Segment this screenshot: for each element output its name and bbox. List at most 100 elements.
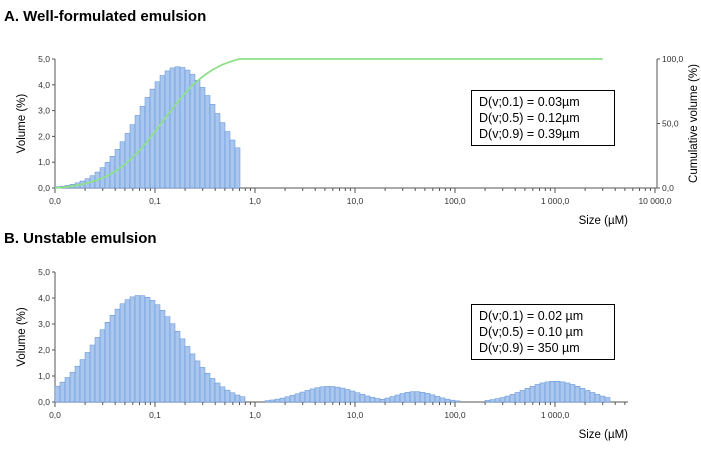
panel-b-bar xyxy=(264,400,271,403)
panel-b-bar xyxy=(514,392,521,403)
panel-b-bar xyxy=(429,394,436,403)
panel-b-bar xyxy=(574,386,581,403)
panel-a-y-tick-label: 4,0 xyxy=(38,80,50,90)
panel-b-bar xyxy=(424,393,431,403)
panel-b-bar xyxy=(419,392,426,403)
panel-a-bar xyxy=(174,66,181,189)
panel-b-bar xyxy=(89,344,96,403)
panel-b-bar xyxy=(399,393,406,403)
panel-b-bar xyxy=(529,386,536,403)
panel-b-bar xyxy=(59,381,66,403)
panel-b-bar xyxy=(589,392,596,403)
panel-b-bar xyxy=(224,389,231,403)
panel-b-bar xyxy=(539,382,546,403)
panel-b-bar xyxy=(314,387,321,403)
panel-a-x-label: Size (µM) xyxy=(579,215,629,227)
panel-a-bar xyxy=(209,104,216,189)
panel-a-cumulative-line xyxy=(54,58,603,189)
panel-b-bar xyxy=(509,394,516,403)
panel-b-y-tick-label: 1,0 xyxy=(38,371,50,381)
panel-a-y-tick-label: 2,0 xyxy=(38,131,50,141)
panel-b-bar xyxy=(164,316,171,403)
panel-b-bar xyxy=(409,391,416,403)
panel-b-d50: D(v;0.5) = 0.10 µm xyxy=(479,325,584,339)
panel-b-bar xyxy=(369,397,376,403)
panel-b-bar xyxy=(134,295,141,403)
panel-b-bar xyxy=(234,394,241,403)
panel-b-bar xyxy=(129,296,136,403)
panel-b-bar xyxy=(544,381,551,403)
panel-a-bar xyxy=(229,139,236,189)
panel-b-bar xyxy=(99,329,106,403)
panel-a-y-tick-label: 3,0 xyxy=(38,106,50,116)
panel-a-x-tick-label: 100,0 xyxy=(444,196,466,206)
panel-a-y2-tick-label: 100,0 xyxy=(662,54,684,64)
panel-b-bar xyxy=(239,396,246,403)
panel-a-x-tick-label: 0,0 xyxy=(49,196,61,206)
panel-b-bar xyxy=(439,397,446,403)
panel-b-bar xyxy=(319,386,326,403)
panel-a-x-tick-label: 10,0 xyxy=(347,196,364,206)
panel-b-bar xyxy=(524,388,531,403)
panel-a-d90: D(v;0.9) = 0.39µm xyxy=(479,127,580,141)
panel-a-y2-tick-label: 50,0 xyxy=(662,119,679,129)
panel-b-bar xyxy=(269,399,276,403)
panel-a-x-tick-label: 1,0 xyxy=(249,196,261,206)
panel-b-bar xyxy=(564,382,571,403)
panel-b-bar xyxy=(204,372,211,403)
panel-b-x-tick-label: 1,0 xyxy=(249,410,261,420)
panel-a-title: A. Well-formulated emulsion xyxy=(4,8,207,25)
panel-b-y-tick-label: 0,0 xyxy=(38,397,50,407)
panel-b-bar xyxy=(174,330,181,403)
panel-b-bar xyxy=(299,391,306,403)
panel-a-y-tick-label: 1,0 xyxy=(38,157,50,167)
panel-b-bar xyxy=(194,360,201,403)
panel-b-bar xyxy=(434,396,441,403)
panel-a-y-label: Volume (%) xyxy=(16,94,28,154)
panel-b-bar xyxy=(599,395,606,403)
panel-b-bar xyxy=(449,399,456,403)
panel-a-bar xyxy=(154,81,161,189)
panel-a-bar xyxy=(194,80,201,189)
panel-b-bar xyxy=(169,323,176,403)
panel-b-bar xyxy=(79,359,86,403)
panel-b-x-tick-label: 100,0 xyxy=(444,410,466,420)
panel-a-bar xyxy=(224,131,231,189)
panel-b-y-tick-label: 2,0 xyxy=(38,345,50,355)
panel-b-bar xyxy=(149,300,156,403)
panel-b-bar xyxy=(594,394,601,403)
panel-b-bar xyxy=(294,393,301,403)
panel-b-bar xyxy=(359,394,366,403)
panel-b-bar xyxy=(364,395,371,403)
panel-b-bar xyxy=(344,389,351,403)
panel-b-bar xyxy=(289,395,296,403)
panel-b-bar xyxy=(184,346,191,403)
panel-a-bar xyxy=(164,70,171,189)
panel-a-bar xyxy=(189,74,196,189)
panel-b-bar xyxy=(579,388,586,403)
panel-b-bar xyxy=(124,299,131,403)
panel-b-bar xyxy=(199,367,206,403)
panel-b-bar xyxy=(279,397,286,403)
panel-b-bar xyxy=(404,392,411,403)
panel-b-bar xyxy=(69,371,76,403)
panel-b-bar xyxy=(414,391,421,403)
panel-b-bar xyxy=(104,322,111,403)
panel-a-bar xyxy=(199,87,206,189)
panel-b-bar xyxy=(549,381,556,403)
panel-b-stats-box: D(v;0.1) = 0.02 µm D(v;0.5) = 0.10 µm D(… xyxy=(471,304,615,360)
panel-b-y-tick-label: 4,0 xyxy=(38,293,50,303)
panel-b-bar xyxy=(499,397,506,403)
panel-b-bar xyxy=(74,365,81,403)
panel-b-bar xyxy=(284,396,291,403)
panel-b-bar xyxy=(354,392,361,403)
panel-b-bar xyxy=(214,382,221,403)
panel-a-y-tick-label: 5,0 xyxy=(38,54,50,64)
panel-b-bar xyxy=(519,390,526,403)
panel-b-bar xyxy=(179,338,186,403)
panel-b-bar xyxy=(309,388,316,403)
panel-b-bar xyxy=(139,295,146,403)
panel-b-bar xyxy=(444,398,451,403)
panel-b-bar xyxy=(339,387,346,403)
panel-a-y2-label: Cumulative volume (%) xyxy=(688,64,700,183)
